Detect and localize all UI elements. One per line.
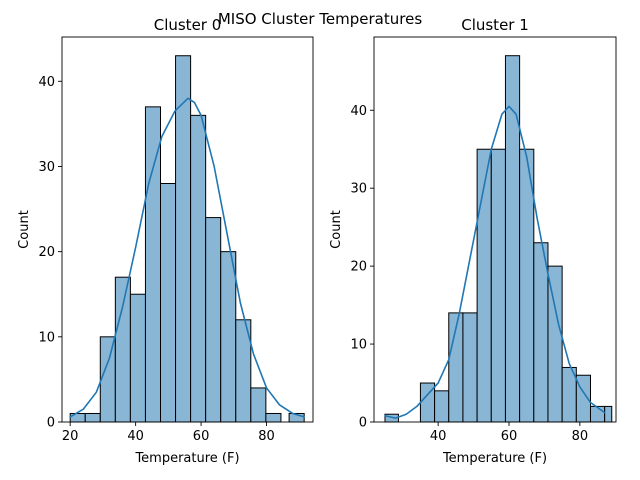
x-tick-label: 60: [193, 429, 210, 444]
y-tick-label: 30: [350, 182, 367, 197]
histogram-bar: [114, 276, 131, 423]
y-tick-label: 20: [350, 260, 367, 275]
y-tick-label: 10: [38, 330, 55, 345]
histogram-bar: [434, 390, 450, 423]
y-axis-label: Count: [17, 210, 32, 249]
histogram-bar: [190, 114, 207, 423]
y-tick-label: 0: [359, 416, 367, 431]
histogram-bar: [462, 312, 478, 423]
y-axis-label: Count: [329, 210, 344, 249]
histogram-bar: [604, 405, 613, 423]
x-tick-label: 40: [127, 429, 144, 444]
histogram-bar: [547, 265, 563, 423]
histogram-bar: [175, 55, 192, 423]
y-tick-label: 30: [38, 160, 55, 175]
y-tick-label: 20: [38, 245, 55, 260]
chart-title: Cluster 1: [461, 16, 529, 34]
histogram-bar: [533, 242, 549, 423]
x-tick-label: 80: [258, 429, 275, 444]
y-tick-label: 10: [350, 338, 367, 353]
axes-frame: [373, 36, 617, 423]
histogram-bar: [490, 148, 506, 423]
histogram-bar: [220, 251, 237, 423]
histogram-bar: [589, 405, 606, 423]
x-tick-label: 40: [430, 429, 447, 444]
histogram-bar: [205, 217, 222, 423]
x-axis-label: Temperature (F): [442, 451, 547, 466]
histogram-bar: [99, 336, 116, 423]
histogram-bar: [84, 412, 101, 423]
chart-title: Cluster 0: [154, 16, 222, 34]
histogram-bar: [129, 293, 146, 423]
cluster-0-histogram: 20 40 60 80 0 10 20 30 40 Temperature (F) Count Clu…: [17, 16, 314, 466]
x-tick-label: 60: [501, 429, 518, 444]
y-tick-label: 40: [38, 75, 55, 90]
histogram-bar: [476, 148, 492, 423]
x-axis-label: Temperature (F): [134, 451, 239, 466]
cluster-1-histogram: 40 60 80 0 10 20 30 40 Temperature (F) Count Clust…: [329, 16, 617, 466]
kde-curve: [384, 105, 606, 419]
histogram-bar: [160, 183, 177, 423]
kde-curve: [69, 97, 305, 418]
x-tick-label: 80: [572, 429, 589, 444]
y-tick-label: 40: [350, 104, 367, 119]
y-tick-label: 0: [47, 416, 55, 431]
histogram-bar: [144, 106, 161, 423]
x-tick-label: 20: [62, 429, 79, 444]
histogram-bar: [250, 387, 267, 423]
axes-frame: [61, 36, 314, 423]
figure-title: MISO Cluster Temperatures: [218, 10, 422, 28]
histogram-bar: [265, 412, 282, 423]
